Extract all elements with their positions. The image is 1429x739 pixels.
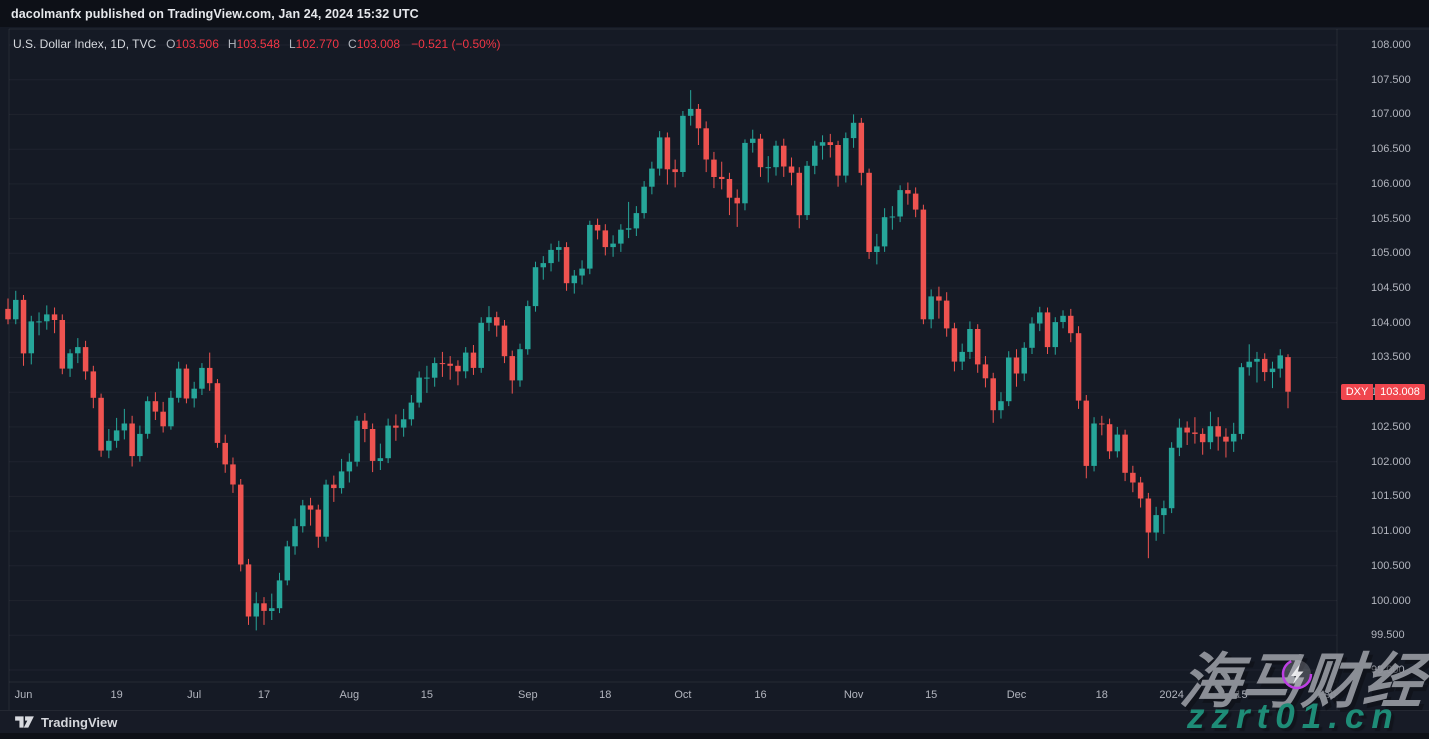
last-price-tag-value: 103.008 [1375, 384, 1425, 400]
chart-legend: U.S. Dollar Index, 1D, TVC O103.506 H103.5… [13, 37, 501, 51]
price-axis-label: 100.000 [1371, 594, 1411, 607]
open-label: O [166, 37, 176, 51]
price-axis-label: 104.000 [1371, 316, 1411, 329]
price-axis-label: 99.500 [1371, 629, 1405, 642]
price-axis-label: 108.000 [1371, 39, 1411, 51]
price-axis-label: 99.000 [1371, 663, 1405, 676]
price-axis-label: 100.500 [1371, 559, 1411, 572]
price-axis-label: 102.500 [1371, 420, 1411, 433]
price-axis-label: 107.500 [1371, 73, 1411, 86]
price-axis-label: 106.000 [1371, 177, 1411, 190]
close-value: 103.008 [356, 37, 401, 51]
time-axis-label: Feb [1317, 689, 1337, 701]
tradingview-link[interactable]: TradingView [14, 715, 117, 730]
time-axis-label: 15 [420, 689, 434, 701]
tradingview-logo-icon [15, 716, 34, 728]
low-label: L [288, 37, 296, 51]
last-price-tag-symbol: DXY [1341, 384, 1373, 400]
time-axis-label: 15 [925, 689, 938, 701]
time-axis-label: 18 [599, 689, 612, 701]
bottom-strip [0, 733, 1429, 739]
share-header-bar: dacolmanfx published on TradingView.com,… [0, 0, 1429, 27]
price-axis-label: 105.500 [1371, 212, 1411, 225]
time-axis-label: 17 [257, 689, 271, 701]
time-axis-label: Nov [843, 689, 864, 701]
time-axis-label: Jun [14, 689, 33, 701]
close-label: C [348, 37, 357, 51]
time-axis-label: Dec [1006, 689, 1027, 701]
low-value: 102.770 [295, 37, 340, 51]
time-axis-label: 19 [110, 689, 123, 701]
price-axis-label: 103.500 [1371, 351, 1411, 364]
time-axis-label: Aug [339, 689, 360, 701]
change-value: −0.521 (−0.50%) [411, 37, 501, 51]
price-axis-label: 101.500 [1371, 490, 1411, 503]
price-axis-label: 107.000 [1371, 108, 1411, 121]
high-value: 103.548 [236, 37, 280, 51]
price-axis-label: 101.000 [1371, 525, 1411, 538]
tradingview-brand-text: TradingView [41, 715, 118, 730]
open-value: 103.506 [175, 37, 219, 51]
price-axis-label: 102.000 [1371, 455, 1411, 468]
high-label: H [227, 37, 237, 51]
time-axis-label: Sep [518, 689, 538, 701]
time-axis-label: 15 [1235, 689, 1248, 701]
price-axis-label: 104.500 [1371, 282, 1411, 295]
time-axis-label: Oct [674, 689, 692, 701]
time-axis-label: 16 [754, 689, 767, 701]
attribution-bar: TradingView [0, 710, 1429, 734]
price-axis-label: 105.000 [1371, 247, 1411, 260]
price-axis-label: 106.500 [1371, 143, 1411, 156]
last-price-tag: DXY 103.008 [1341, 384, 1425, 400]
symbol-title[interactable]: U.S. Dollar Index, 1D, TVC [13, 37, 157, 51]
share-header-text: dacolmanfx published on TradingView.com,… [11, 6, 419, 21]
time-axis-label: 2024 [1159, 689, 1184, 701]
time-axis-label: 18 [1095, 689, 1108, 701]
time-axis-label: Jul [187, 689, 202, 701]
